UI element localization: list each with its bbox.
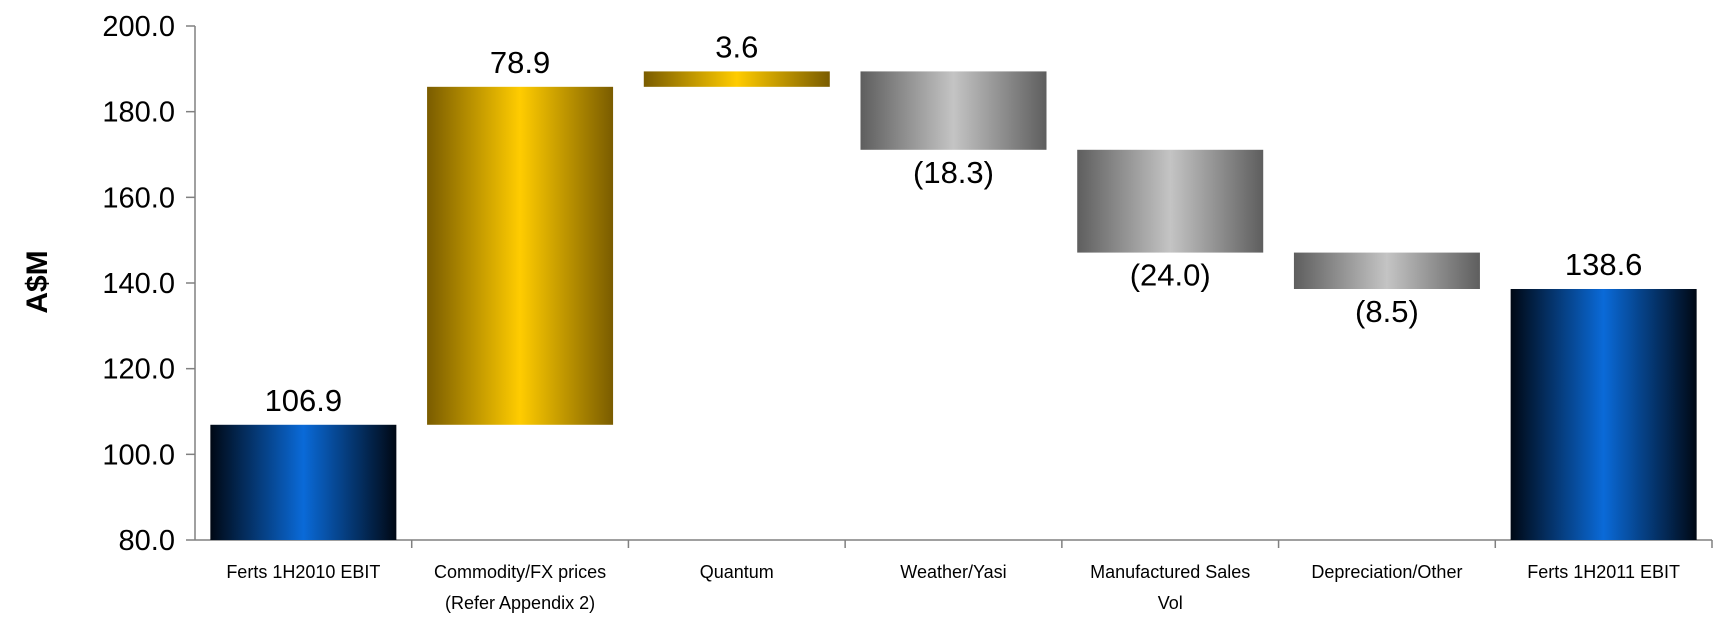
data-labels-group: 106.9 78.9 3.6 (18.3) (24.0) (8.5) 138.6: [265, 29, 1643, 417]
bar-increase: [427, 86, 614, 425]
x-category-label: Vol: [1158, 593, 1183, 613]
x-category-label: (Refer Appendix 2): [445, 593, 595, 613]
data-label: (8.5): [1355, 294, 1419, 329]
bar-total: [1510, 288, 1697, 540]
bar-decrease: [1077, 149, 1264, 253]
x-category-label: Depreciation/Other: [1311, 562, 1462, 582]
y-tick-label: 200.0: [102, 11, 175, 43]
data-label: 138.6: [1565, 247, 1643, 282]
data-label: 106.9: [265, 383, 343, 418]
bar-decrease: [1293, 252, 1480, 289]
data-label: (18.3): [913, 155, 994, 190]
category-labels-group: Ferts 1H2010 EBIT Commodity/FX prices (Ref…: [226, 562, 1680, 613]
data-label: 78.9: [490, 45, 550, 80]
bar-decrease: [860, 71, 1047, 150]
x-category-label: Quantum: [700, 562, 774, 582]
data-label: 3.6: [715, 29, 758, 64]
x-category-label: Ferts 1H2011 EBIT: [1527, 562, 1680, 582]
y-tick-label: 140.0: [102, 268, 175, 300]
bar-total: [210, 424, 397, 540]
x-axis: [195, 539, 1713, 548]
y-tick-label: 100.0: [102, 439, 175, 471]
y-tick-label: 180.0: [102, 97, 175, 129]
x-category-label: Manufactured Sales: [1090, 562, 1250, 582]
bar-increase: [643, 71, 830, 87]
data-label: (24.0): [1130, 258, 1211, 293]
x-category-label: Ferts 1H2010 EBIT: [226, 562, 380, 582]
y-tick-label: 160.0: [102, 182, 175, 214]
y-axis: 200.0 180.0 160.0 140.0 120.0 100.0 80.0: [102, 11, 196, 557]
x-category-label: Weather/Yasi: [900, 562, 1006, 582]
y-axis-title: A$M: [21, 250, 54, 313]
y-tick-label: 120.0: [102, 354, 175, 386]
y-tick-label: 80.0: [119, 525, 175, 557]
x-category-label: Commodity/FX prices: [434, 562, 606, 582]
bars-group: [210, 71, 1697, 540]
